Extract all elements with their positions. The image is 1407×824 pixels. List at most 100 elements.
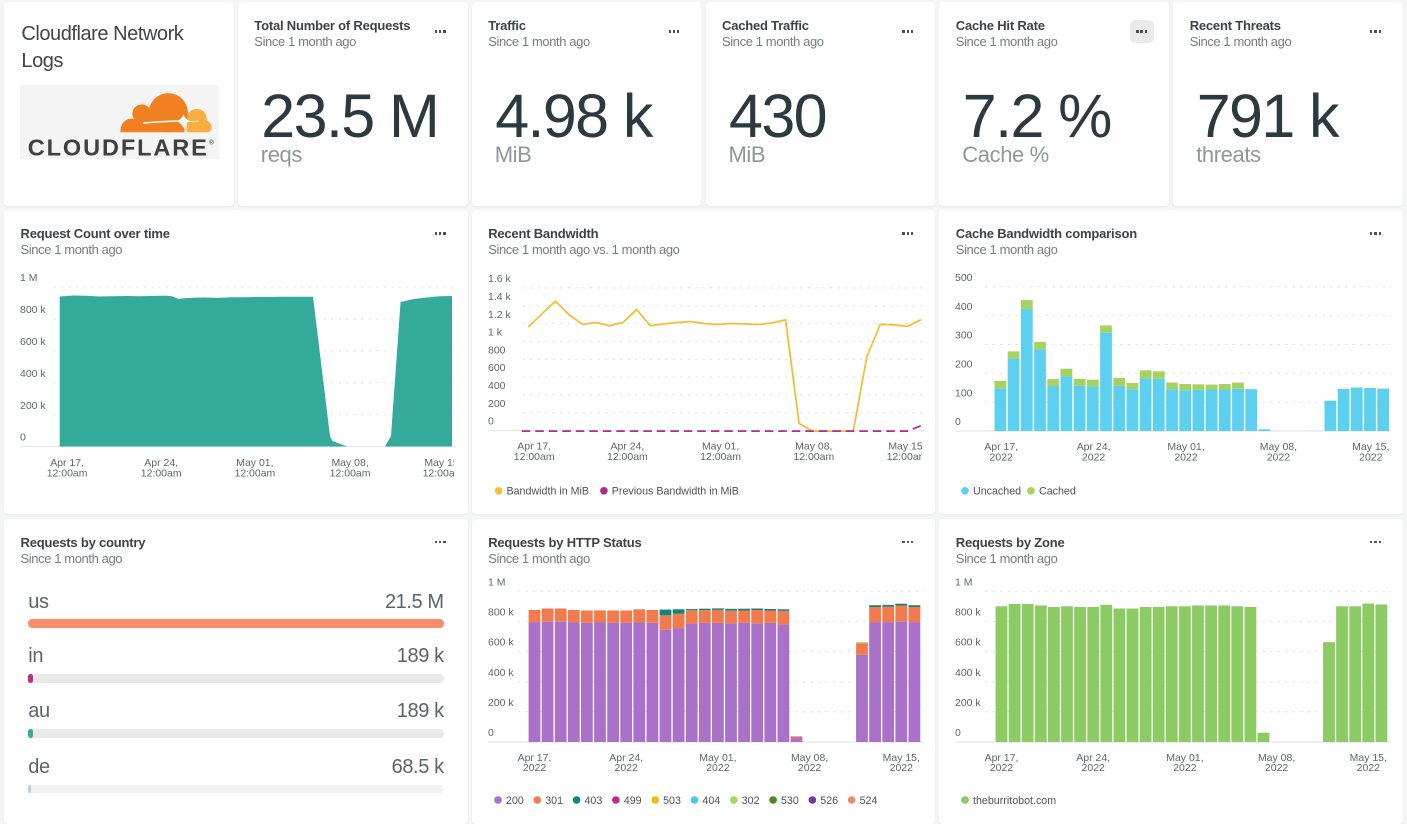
svg-text:12:00am: 12:00am xyxy=(141,468,182,479)
svg-text:200 k: 200 k xyxy=(488,697,514,708)
svg-text:Apr 24,: Apr 24, xyxy=(609,752,643,763)
svg-text:403: 403 xyxy=(584,794,602,806)
svg-text:May 08,: May 08, xyxy=(791,752,828,763)
svg-text:Cached: Cached xyxy=(1039,485,1076,497)
svg-text:503: 503 xyxy=(663,794,681,806)
svg-text:May 15,: May 15, xyxy=(424,458,461,469)
svg-text:400: 400 xyxy=(955,302,973,313)
svg-text:600 k: 600 k xyxy=(488,637,514,648)
svg-text:500: 500 xyxy=(955,273,973,284)
svg-text:2022: 2022 xyxy=(1174,763,1197,774)
svg-text:Apr 17,: Apr 17, xyxy=(985,752,1019,763)
svg-text:600 k: 600 k xyxy=(20,337,46,348)
svg-text:0: 0 xyxy=(488,416,494,427)
svg-text:524: 524 xyxy=(859,794,877,806)
svg-text:May 15,: May 15, xyxy=(882,752,919,763)
svg-text:526: 526 xyxy=(820,794,838,806)
svg-text:800 k: 800 k xyxy=(488,607,514,618)
svg-text:May 01,: May 01, xyxy=(702,441,739,452)
svg-text:2022: 2022 xyxy=(1359,452,1382,463)
svg-text:Apr 24,: Apr 24, xyxy=(1077,442,1111,453)
svg-text:200: 200 xyxy=(488,399,506,410)
svg-text:Bandwidth in MiB: Bandwidth in MiB xyxy=(506,485,589,497)
svg-text:2022: 2022 xyxy=(990,452,1013,463)
svg-text:600 k: 600 k xyxy=(955,637,981,648)
svg-text:CLOUDFLARE: CLOUDFLARE xyxy=(28,134,209,158)
svg-text:2022: 2022 xyxy=(1265,763,1288,774)
svg-text:May 01,: May 01, xyxy=(1168,442,1205,453)
svg-text:1 M: 1 M xyxy=(955,577,972,588)
svg-text:499: 499 xyxy=(623,794,641,806)
svg-text:1.6 k: 1.6 k xyxy=(488,274,511,285)
svg-text:2022: 2022 xyxy=(1175,452,1198,463)
svg-text:301: 301 xyxy=(545,794,563,806)
svg-text:Apr 17,: Apr 17, xyxy=(517,441,551,452)
svg-text:12:00am: 12:00am xyxy=(423,468,464,479)
svg-text:1 M: 1 M xyxy=(488,577,505,588)
svg-text:Apr 17,: Apr 17, xyxy=(517,752,551,763)
svg-text:Apr 17,: Apr 17, xyxy=(985,442,1019,453)
svg-text:1 M: 1 M xyxy=(20,273,37,284)
svg-text:Apr 24,: Apr 24, xyxy=(144,458,178,469)
svg-text:2022: 2022 xyxy=(1267,452,1290,463)
svg-text:2022: 2022 xyxy=(614,763,637,774)
svg-text:2022: 2022 xyxy=(1082,452,1105,463)
svg-text:May 08,: May 08, xyxy=(1260,442,1297,453)
svg-text:theburritobot.com: theburritobot.com xyxy=(973,794,1056,806)
svg-text:100: 100 xyxy=(955,388,973,399)
svg-text:Apr 24,: Apr 24, xyxy=(1077,752,1111,763)
svg-text:302: 302 xyxy=(741,794,759,806)
svg-text:®: ® xyxy=(209,138,214,146)
svg-text:400: 400 xyxy=(488,381,506,392)
svg-text:2022: 2022 xyxy=(798,763,821,774)
svg-text:Apr 17,: Apr 17, xyxy=(50,458,84,469)
svg-text:200: 200 xyxy=(955,359,973,370)
svg-text:2022: 2022 xyxy=(706,763,729,774)
svg-text:800 k: 800 k xyxy=(20,305,46,316)
svg-text:1 k: 1 k xyxy=(488,327,503,338)
svg-text:800 k: 800 k xyxy=(955,607,981,618)
svg-text:2022: 2022 xyxy=(523,763,546,774)
svg-text:200 k: 200 k xyxy=(20,401,46,412)
svg-text:0: 0 xyxy=(20,432,26,443)
svg-text:12:00am: 12:00am xyxy=(886,452,927,463)
svg-text:12:00am: 12:00am xyxy=(330,468,371,479)
svg-text:530: 530 xyxy=(781,794,799,806)
svg-text:May 08,: May 08, xyxy=(331,458,368,469)
svg-text:300: 300 xyxy=(955,330,973,341)
svg-text:12:00am: 12:00am xyxy=(513,452,554,463)
svg-text:May 01,: May 01, xyxy=(1167,752,1204,763)
svg-text:May 01,: May 01, xyxy=(236,458,273,469)
svg-text:0: 0 xyxy=(488,728,494,739)
svg-text:May 08,: May 08, xyxy=(1258,752,1295,763)
svg-text:1.4 k: 1.4 k xyxy=(488,292,511,303)
svg-text:2022: 2022 xyxy=(990,763,1013,774)
svg-text:2022: 2022 xyxy=(1357,763,1380,774)
svg-text:12:00am: 12:00am xyxy=(234,468,275,479)
svg-text:2022: 2022 xyxy=(889,763,912,774)
svg-text:400 k: 400 k xyxy=(488,667,514,678)
svg-text:Apr 24,: Apr 24, xyxy=(610,441,644,452)
svg-text:404: 404 xyxy=(702,794,720,806)
svg-text:12:00am: 12:00am xyxy=(793,452,834,463)
svg-text:12:00am: 12:00am xyxy=(607,452,648,463)
svg-text:2022: 2022 xyxy=(1082,763,1105,774)
svg-text:400 k: 400 k xyxy=(20,369,46,380)
svg-text:200 k: 200 k xyxy=(955,697,981,708)
svg-text:12:00am: 12:00am xyxy=(47,468,88,479)
svg-text:May 01,: May 01, xyxy=(699,752,736,763)
svg-text:Uncached: Uncached xyxy=(973,485,1021,497)
svg-text:1.2 k: 1.2 k xyxy=(488,310,511,321)
svg-text:800: 800 xyxy=(488,345,506,356)
svg-text:Previous Bandwidth in MiB: Previous Bandwidth in MiB xyxy=(611,485,738,497)
svg-text:May 15,: May 15, xyxy=(888,441,925,452)
svg-text:May 08,: May 08, xyxy=(795,441,832,452)
svg-text:0: 0 xyxy=(955,728,961,739)
svg-text:0: 0 xyxy=(955,417,961,428)
svg-text:May 15,: May 15, xyxy=(1350,752,1387,763)
svg-text:400 k: 400 k xyxy=(955,667,981,678)
svg-text:12:00am: 12:00am xyxy=(700,452,741,463)
svg-text:600: 600 xyxy=(488,363,506,374)
svg-text:May 15,: May 15, xyxy=(1352,442,1389,453)
svg-text:200: 200 xyxy=(506,794,524,806)
